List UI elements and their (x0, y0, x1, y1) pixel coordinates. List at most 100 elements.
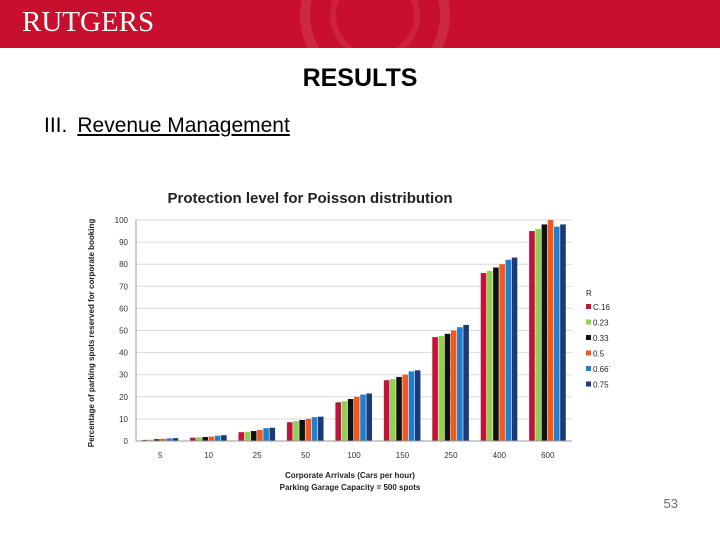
bar (244, 431, 251, 441)
y-tick-label: 10 (119, 415, 128, 424)
bar (141, 439, 148, 441)
y-tick-label: 30 (119, 371, 128, 380)
y-tick-label: 40 (119, 349, 128, 358)
legend-label: 0.33 (593, 334, 609, 343)
subtitle-number: III. (44, 114, 68, 137)
bar (511, 257, 518, 441)
bar (505, 259, 512, 441)
bar (311, 417, 318, 441)
legend-title: R (586, 289, 592, 298)
seal-watermark-icon (300, 0, 450, 48)
chart-svg: Protection level for Poisson distributio… (87, 190, 615, 492)
x-tick-label: 600 (541, 451, 555, 460)
x-tick-label: 250 (444, 451, 458, 460)
bar (257, 429, 263, 441)
x-axis-label-capacity: Parking Garage Capacity = 500 spots (280, 483, 421, 492)
bar (486, 270, 493, 441)
y-axis-label: Percentage of parking spots reserved for… (87, 219, 96, 448)
bar (390, 379, 396, 441)
y-tick-label: 70 (119, 282, 128, 291)
bars-layer (141, 220, 566, 441)
slide-title: RESULTS (302, 64, 418, 92)
bar (341, 401, 348, 441)
bar (360, 394, 366, 441)
rutgers-logo: RUTGERS (22, 6, 155, 38)
legend-label: 0.75 (593, 381, 609, 390)
protection-level-chart: Protection level for Poisson distributio… (70, 178, 615, 498)
legend-label: 0.23 (593, 319, 609, 328)
subtitle-text: Revenue Management (77, 114, 290, 137)
bar (263, 428, 269, 441)
bar (547, 220, 554, 441)
bar (293, 421, 299, 441)
bar (560, 224, 566, 441)
legend-swatch (586, 319, 591, 325)
legend-label: 0.667 (593, 365, 610, 374)
bar (154, 439, 160, 441)
bar (286, 422, 293, 441)
bar (317, 416, 324, 441)
y-tick-label: 0 (124, 437, 129, 446)
bar (499, 264, 505, 441)
bar (250, 431, 257, 441)
bar (366, 393, 372, 441)
bar (414, 370, 421, 441)
legend-swatch (586, 350, 591, 356)
legend-swatch (586, 335, 591, 340)
x-tick-label: 10 (204, 451, 213, 460)
y-tick-label: 100 (115, 216, 129, 225)
bar (190, 437, 196, 441)
bar (463, 324, 469, 441)
bar (553, 226, 560, 441)
bar (480, 273, 487, 441)
x-axis-label: Corporate Arrivals (Cars per hour) (285, 471, 415, 480)
axis-layer: 0 10 20 30 40 50 60 70 80 90 100 5 10 25 50 100 150 250 40… (115, 216, 572, 460)
bar (383, 380, 390, 441)
bar (166, 438, 173, 441)
bar (238, 432, 245, 441)
x-tick-label: 25 (253, 451, 262, 460)
slide-subtitle: III. Revenue Management (44, 114, 290, 138)
y-tick-label: 80 (119, 260, 128, 269)
x-tick-label: 100 (347, 451, 361, 460)
legend-label: 0.5 (593, 350, 605, 359)
bar (196, 437, 202, 441)
bar (214, 435, 221, 441)
bar (172, 438, 179, 441)
legend-swatch (586, 304, 591, 309)
y-tick-label: 90 (119, 238, 128, 247)
bar (347, 399, 354, 441)
bar (147, 439, 154, 441)
chart-title: Protection level for Poisson distributio… (167, 190, 452, 207)
legend-swatch (586, 366, 591, 371)
bar (221, 435, 227, 441)
bar (493, 267, 499, 441)
bar (408, 371, 415, 441)
seal-watermark-inner-icon (330, 0, 420, 48)
bar (160, 438, 166, 441)
x-tick-label: 150 (396, 451, 410, 460)
bar (305, 418, 312, 441)
bar (269, 427, 276, 441)
y-tick-label: 20 (119, 393, 128, 402)
bar (535, 228, 541, 441)
legend-label: C.166 (593, 303, 610, 312)
bar (299, 420, 305, 441)
bar (202, 437, 209, 441)
x-tick-label: 50 (301, 451, 310, 460)
y-tick-label: 50 (119, 327, 128, 336)
legend: RC.166 0.23 0.33 0.5 0.667 0.75 (586, 289, 615, 390)
bar (541, 224, 548, 441)
x-tick-label: 400 (493, 451, 507, 460)
bar (450, 330, 457, 441)
legend-swatch (586, 381, 591, 387)
y-tick-label: 60 (119, 304, 128, 313)
bar (432, 337, 438, 441)
header-banner: RUTGERS (0, 0, 720, 48)
bar (354, 396, 360, 441)
bar (438, 336, 445, 441)
page-number: 53 (663, 496, 678, 511)
x-tick-label: 5 (158, 451, 163, 460)
bar (208, 436, 215, 441)
bar (402, 374, 409, 441)
